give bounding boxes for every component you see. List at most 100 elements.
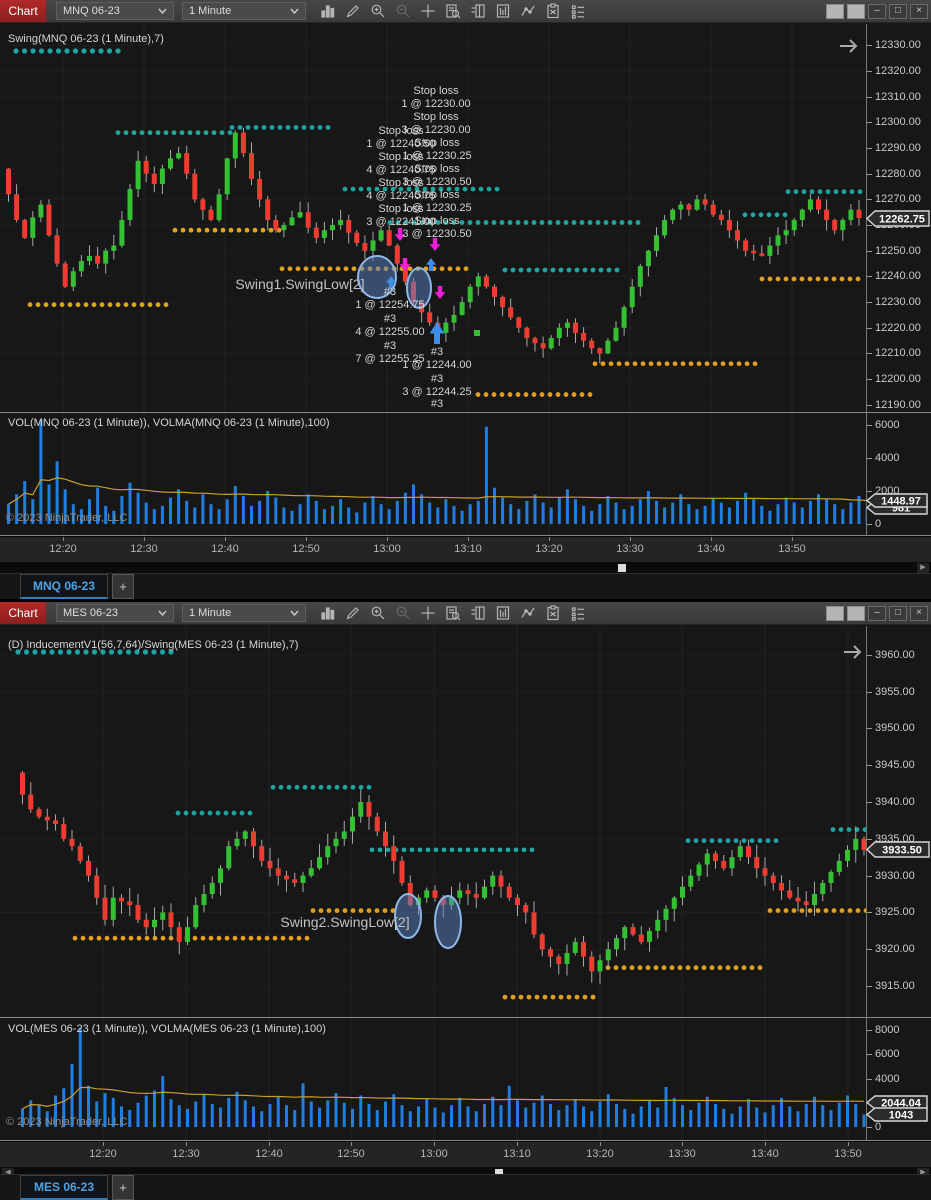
- zoom-in-icon[interactable]: [370, 605, 386, 621]
- instrument-link-button[interactable]: [826, 3, 844, 19]
- maximize-button[interactable]: □: [889, 605, 907, 621]
- snapshot-icon[interactable]: [545, 605, 561, 621]
- trend-line-icon[interactable]: [520, 605, 536, 621]
- chart-area[interactable]: 12330.00 12320.00 12310.00 12300.00 12290.00…: [0, 0, 931, 599]
- go-to-last-bar-icon[interactable]: [842, 644, 864, 665]
- chart-trader-icon[interactable]: [470, 3, 486, 19]
- stop-loss-label: Stop loss 3 @ 12241.00: [366, 203, 436, 228]
- svg-text:12262.75: 12262.75: [879, 213, 925, 225]
- properties-icon[interactable]: [570, 605, 586, 621]
- instrument-value: MES 06-23: [63, 607, 119, 619]
- chart-trader-icon[interactable]: [470, 605, 486, 621]
- time-axis-label: 12:30: [172, 1148, 200, 1160]
- go-to-last-bar-icon[interactable]: [838, 38, 860, 59]
- instrument-link-button[interactable]: [826, 605, 844, 621]
- bar-type-icon[interactable]: [495, 605, 511, 621]
- tab-bar: MNQ 06-23 +: [0, 573, 931, 599]
- interval-selector[interactable]: 1 Minute: [182, 604, 306, 622]
- price-axis-label: 3940.00: [875, 795, 915, 808]
- entry-label: #3 3 @ 12244.25: [402, 373, 472, 398]
- svg-text:2044.04: 2044.04: [881, 1097, 922, 1109]
- time-axis-label: 12:20: [89, 1148, 117, 1160]
- chart-menu-button[interactable]: Chart: [0, 602, 46, 624]
- scroll-right-button[interactable]: ▶: [917, 1168, 929, 1178]
- zoom-out-icon[interactable]: [395, 3, 411, 19]
- chart-style-icon[interactable]: [320, 605, 336, 621]
- close-button[interactable]: ×: [910, 3, 928, 19]
- chevron-down-icon: [290, 610, 299, 616]
- interval-link-button[interactable]: [847, 3, 865, 19]
- price-axis-label: 12210.00: [875, 347, 921, 360]
- scrollbar-handle[interactable]: [618, 564, 626, 572]
- price-axis-label: 12330.00: [875, 39, 921, 52]
- tab-mes-06-23[interactable]: MES 06-23: [20, 1175, 108, 1200]
- volma-marker: 2044.04: [865, 1095, 928, 1115]
- instrument-selector[interactable]: MES 06-23: [56, 604, 174, 622]
- scrollbar-handle[interactable]: [495, 1169, 503, 1177]
- instrument-selector[interactable]: MNQ 06-23: [56, 2, 174, 20]
- price-axis-label: 12200.00: [875, 373, 921, 386]
- chart-menu-button[interactable]: Chart: [0, 0, 46, 22]
- zoom-out-icon[interactable]: [395, 605, 411, 621]
- interval-value: 1 Minute: [189, 607, 232, 619]
- volume-axis-label: 4000: [875, 1072, 900, 1085]
- data-box-icon[interactable]: [445, 605, 461, 621]
- time-axis-label: 13:40: [697, 543, 725, 555]
- entry-label: #3 4 @ 12255.00: [355, 313, 425, 338]
- add-tab-button[interactable]: +: [112, 1175, 134, 1200]
- snapshot-icon[interactable]: [545, 3, 561, 19]
- interval-selector[interactable]: 1 Minute: [182, 2, 306, 20]
- volume-panel: [21, 1018, 866, 1140]
- scroll-left-button[interactable]: ◀: [2, 1168, 14, 1178]
- volume-axis-label: 4000: [875, 452, 900, 464]
- time-axis-label: 13:10: [503, 1148, 531, 1160]
- chart-style-icon[interactable]: [320, 3, 336, 19]
- trend-line-icon[interactable]: [520, 3, 536, 19]
- time-axis[interactable]: 12:20 12:30 12:40 12:50 13:00 13:10 13:20 13:30…: [0, 1141, 931, 1167]
- minimize-button[interactable]: –: [868, 3, 886, 19]
- entry-label: #3 1 @ 12254.75: [355, 286, 425, 311]
- order-marker: [474, 330, 480, 336]
- time-axis-label: 13:00: [420, 1148, 448, 1160]
- price-axis-label: 12300.00: [875, 116, 921, 129]
- crosshair-icon[interactable]: [420, 3, 436, 19]
- volma-line: [8, 477, 866, 505]
- price-axis-label: 3945.00: [875, 759, 915, 772]
- stop-loss-label: Stop loss 1 @ 12230.00: [401, 85, 471, 110]
- toolbar-icons: [320, 605, 586, 621]
- time-axis-label: 12:50: [337, 1148, 365, 1160]
- scroll-right-button[interactable]: ▶: [917, 563, 929, 573]
- time-axis[interactable]: 12:20 12:30 12:40 12:50 13:00 13:10 13:20 13:30…: [0, 536, 931, 562]
- svg-text:1043: 1043: [889, 1109, 913, 1121]
- instrument-value: MNQ 06-23: [63, 5, 120, 17]
- buy-arrow-icon: [429, 322, 445, 344]
- swing-low-annotation: Swing1.SwingLow[2]: [235, 276, 365, 292]
- price-axis-label: 12250.00: [875, 244, 921, 257]
- close-button[interactable]: ×: [910, 605, 928, 621]
- interval-link-button[interactable]: [847, 605, 865, 621]
- tab-mnq-06-23[interactable]: MNQ 06-23: [20, 574, 108, 599]
- copyright-text: © 2023 NinjaTrader, LLC: [6, 1116, 128, 1128]
- copyright-text: © 2023 NinjaTrader, LLC: [6, 512, 128, 524]
- minimize-button[interactable]: –: [868, 605, 886, 621]
- properties-icon[interactable]: [570, 3, 586, 19]
- price-axis-label: 3955.00: [875, 685, 915, 698]
- drawing-tools-icon[interactable]: [345, 3, 361, 19]
- crosshair-icon[interactable]: [420, 605, 436, 621]
- zoom-in-icon[interactable]: [370, 3, 386, 19]
- drawing-tools-icon[interactable]: [345, 605, 361, 621]
- price-axis-label: 12280.00: [875, 167, 921, 180]
- indicator-label: Swing(MNQ 06-23 (1 Minute),7): [8, 33, 164, 45]
- indicator-label: (D) InducementV1(56,7,64)/Swing(MES 06-2…: [8, 639, 299, 651]
- entry-label: #3 1 @ 12244.00: [402, 346, 472, 371]
- data-box-icon[interactable]: [445, 3, 461, 19]
- maximize-button[interactable]: □: [889, 3, 907, 19]
- add-tab-button[interactable]: +: [112, 574, 134, 599]
- chart-area[interactable]: 3960.00 3955.00 3950.00 3945.00 3940.00 3935.…: [0, 602, 931, 1200]
- price-axis-label: 12290.00: [875, 142, 921, 155]
- svg-text:3933.50: 3933.50: [882, 845, 922, 857]
- bar-type-icon[interactable]: [495, 3, 511, 19]
- stop-loss-label: Stop loss 1 @ 12230.25: [402, 189, 472, 214]
- buy-arrow-icon: [386, 276, 396, 289]
- horizontal-scrollbar[interactable]: ▶: [0, 562, 931, 574]
